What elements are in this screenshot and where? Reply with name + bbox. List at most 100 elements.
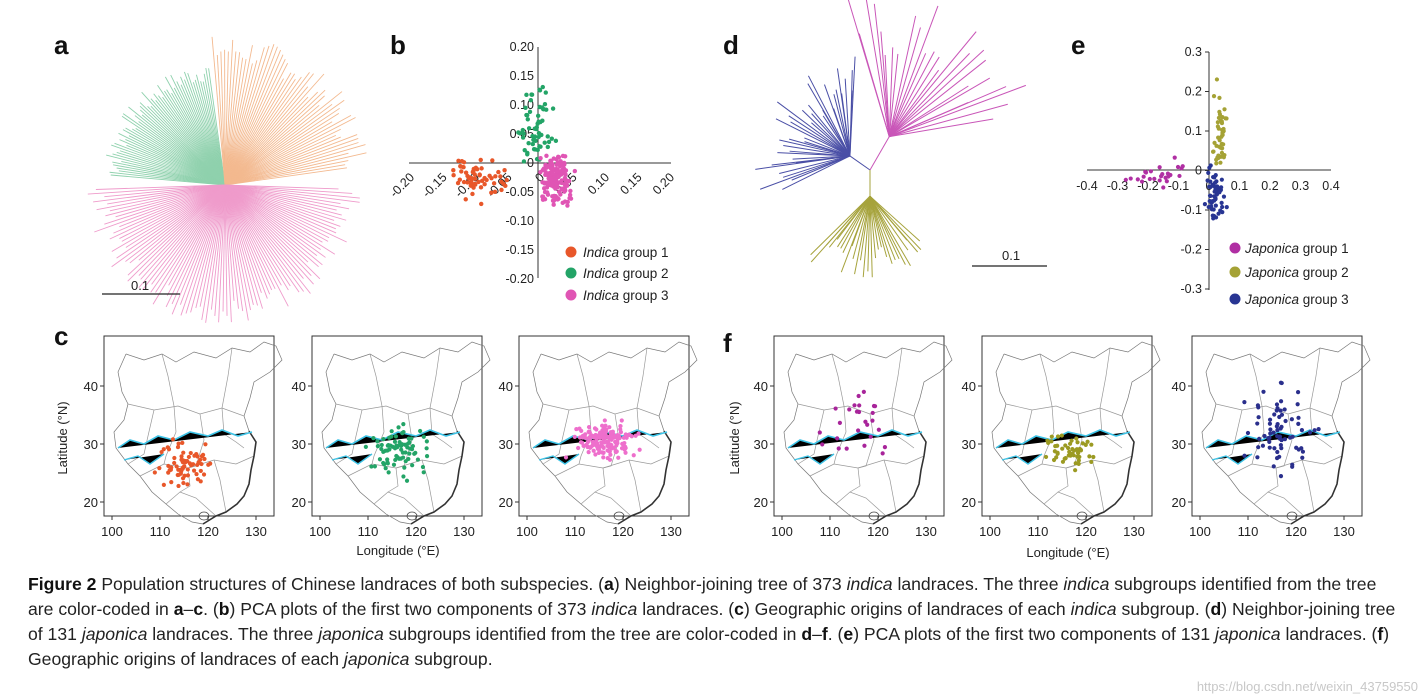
map-outline [113, 341, 283, 525]
japonica-nj-tree: 0.1 [755, 0, 1047, 278]
map-dot [1262, 433, 1267, 439]
map-y-tick: 20 [1172, 495, 1186, 510]
map-dot [847, 407, 852, 412]
map-dot [180, 440, 185, 446]
map-dot [1275, 449, 1280, 455]
map-x-tick: 130 [245, 524, 267, 539]
pca-b-point [503, 183, 508, 189]
map-dot [407, 446, 413, 451]
pca-b-point [553, 185, 558, 190]
map-dot [1289, 417, 1294, 422]
pca-e-point [1139, 179, 1145, 184]
map-dot [1316, 426, 1321, 432]
pca-b-point [553, 138, 559, 144]
map-dot [421, 470, 426, 475]
map-dot [198, 468, 203, 474]
map-dot [837, 420, 842, 425]
map-dot [379, 446, 384, 452]
map-dot [381, 436, 386, 442]
map-dot [203, 442, 208, 447]
pca-b-point [472, 182, 477, 187]
pca-b-point [543, 90, 548, 95]
map-dot [195, 454, 200, 459]
pca-b-point [479, 178, 485, 183]
map-dot [396, 425, 401, 430]
map-dot [580, 440, 585, 445]
map-dot [398, 456, 404, 461]
map-dot [605, 443, 610, 448]
pca-b-legend-dot-3 [565, 289, 577, 301]
pca-b-point [541, 186, 547, 191]
pca-e-point [1157, 178, 1162, 183]
map-x-tick: 120 [1285, 524, 1307, 539]
map-dot [1073, 461, 1078, 466]
pca-b-x-tick: 0.20 [650, 170, 677, 197]
pca-e-point [1168, 172, 1173, 178]
pca-e-point [1219, 200, 1224, 205]
map-dot [402, 465, 407, 470]
map-dot [1053, 443, 1058, 449]
map-dot [1075, 454, 1080, 459]
pca-e-point [1222, 152, 1227, 158]
pca-b-axes [409, 47, 671, 278]
pca-b-legend-3: Indica group 3 [583, 288, 669, 303]
map-dot [1060, 459, 1066, 464]
map-y-tick: 30 [754, 437, 768, 452]
map-dot [188, 450, 193, 456]
pca-e-point [1164, 179, 1169, 184]
map-c-xlabel-wrap: Longitude (°E) [356, 543, 439, 558]
map-dot [624, 434, 629, 439]
map-f-xlabel: Longitude (°E) [1026, 545, 1109, 560]
pca-b-point [530, 141, 535, 147]
map-y-tick: 20 [962, 495, 976, 510]
pca-b-point [465, 180, 470, 185]
map-dots [563, 418, 642, 462]
map-dot [1074, 436, 1079, 441]
pca-b-point [526, 140, 531, 146]
pca-b-point [520, 135, 526, 140]
map-dot [1272, 412, 1277, 417]
pca-e-point [1202, 202, 1208, 207]
panel-f-label: f [723, 328, 732, 358]
map-dot [202, 456, 207, 462]
pca-e-group-1 [1123, 155, 1185, 190]
map-dot [169, 479, 174, 485]
map-dot [616, 455, 621, 460]
tree-d-branches [755, 0, 1027, 278]
map-dot [1279, 424, 1284, 430]
map-dot [591, 448, 596, 453]
pca-e-point [1147, 176, 1152, 182]
pca-b-point [492, 189, 498, 195]
map-dot [880, 451, 885, 456]
map-dot [381, 460, 386, 466]
map-dot [1267, 439, 1272, 444]
tree-a-clade-orange [211, 36, 367, 186]
map-dot [586, 424, 592, 430]
map-dot [157, 466, 162, 471]
pca-b-point [542, 102, 548, 107]
pca-b-point [522, 147, 527, 153]
pca-b-legend: Indica group 1 Indica group 2 Indica gro… [565, 245, 669, 303]
map-dot [1296, 421, 1301, 426]
pca-b-point [528, 97, 534, 103]
pca-b-point [525, 117, 530, 122]
map-dot [1312, 428, 1317, 433]
map-dot [1075, 449, 1081, 455]
figure-caption: Figure 2 Population structures of Chines… [28, 574, 1396, 669]
tree-d-clade-olive [810, 170, 922, 278]
map-dot [856, 393, 861, 399]
pca-e-point [1160, 172, 1165, 177]
pca-e-point [1208, 179, 1213, 184]
pca-e-point [1215, 120, 1220, 125]
map-dot [595, 443, 600, 448]
map-dot [371, 436, 376, 441]
map-dot [590, 440, 595, 445]
map-dot [1277, 434, 1283, 439]
pca-e-x-tick: 0.1 [1231, 179, 1248, 193]
pca-b-point [551, 180, 556, 186]
pca-b-point [536, 134, 541, 140]
map-dot [415, 457, 421, 462]
map-dot [372, 464, 378, 469]
